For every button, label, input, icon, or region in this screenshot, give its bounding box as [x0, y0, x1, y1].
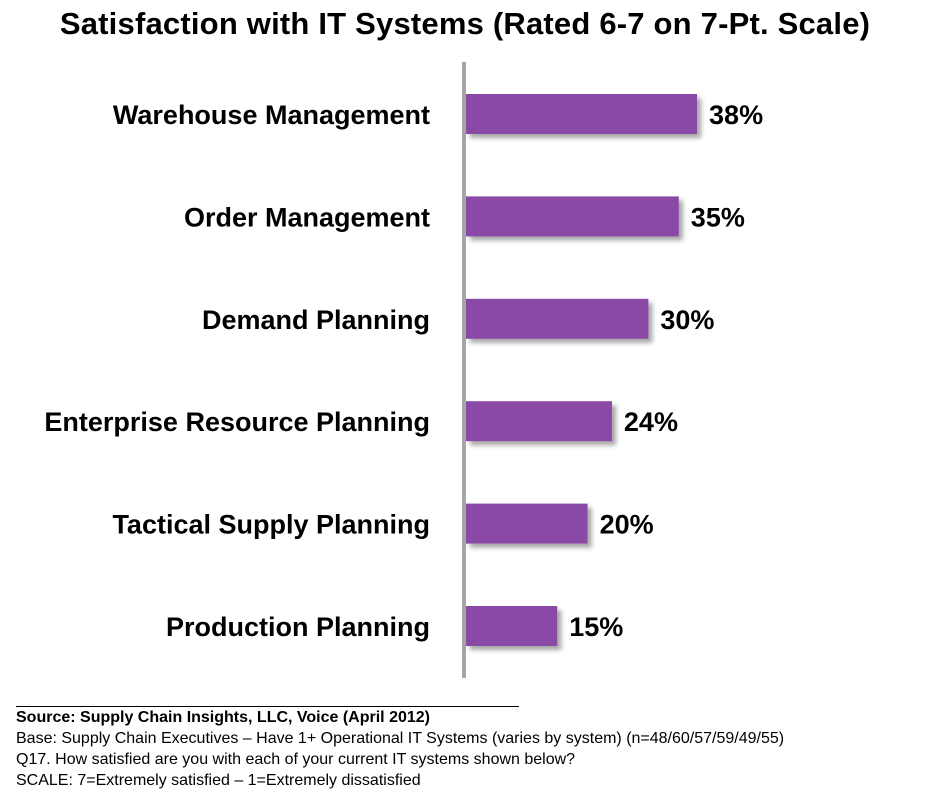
footnote-question: Q17. How satisfied are you with each of …: [16, 751, 576, 768]
bar-order-management: [466, 196, 679, 237]
footnote: Source: Supply Chain Insights, LLC, Voic…: [16, 707, 926, 791]
value-label: 38%: [709, 100, 763, 130]
category-label: Tactical Supply Planning: [112, 510, 430, 540]
category-label: Production Planning: [166, 612, 430, 642]
value-label: 20%: [600, 510, 654, 540]
value-label: 35%: [691, 202, 745, 232]
bar-enterprise-resource-planning: [466, 401, 612, 442]
value-label: 15%: [569, 612, 623, 642]
bar-chart: Warehouse Management 38% Order Management 3…: [44, 62, 763, 678]
bar-demand-planning: [466, 298, 649, 339]
category-label: Order Management: [184, 202, 430, 232]
bar-production-planning: [466, 606, 558, 646]
bar-warehouse-management: [466, 94, 698, 134]
footnote-source: Source: Supply Chain Insights, LLC, Voic…: [16, 709, 430, 726]
category-label: Warehouse Management: [113, 100, 430, 130]
category-label: Enterprise Resource Planning: [44, 407, 430, 437]
bar-tactical-supply-planning: [466, 503, 588, 544]
footnote-base: Base: Supply Chain Executives – Have 1+ …: [16, 730, 785, 747]
footnote-divider: [16, 706, 519, 707]
value-label: 24%: [624, 407, 678, 437]
footnote-scale: SCALE: 7=Extremely satisfied – 1=Extreme…: [16, 772, 421, 789]
chart-title: Satisfaction with IT Systems (Rated 6-7 …: [59, 6, 871, 41]
value-label: 30%: [660, 305, 714, 335]
category-label: Demand Planning: [202, 305, 430, 335]
